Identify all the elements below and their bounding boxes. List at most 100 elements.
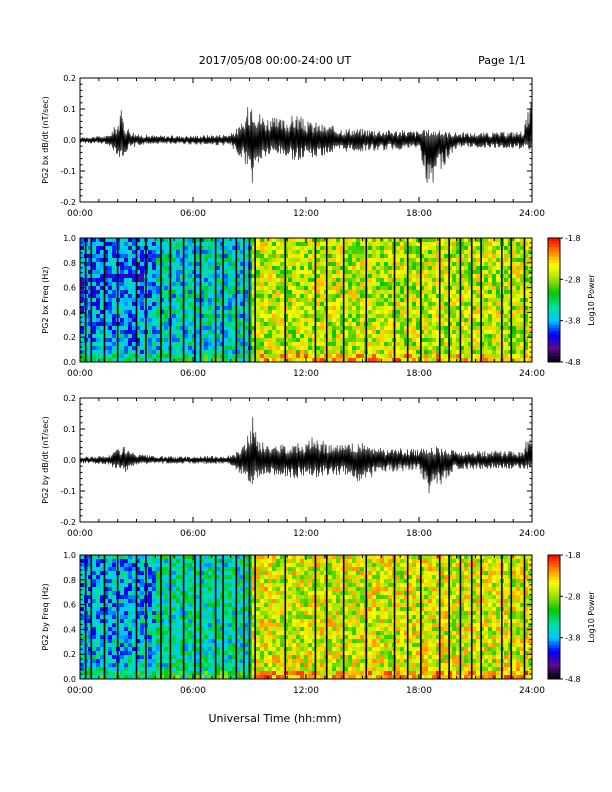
spectrogram-cell (212, 270, 217, 275)
spectrogram-cell (372, 254, 377, 259)
spectrogram-cell (468, 258, 473, 263)
spectrogram-cell (104, 330, 109, 335)
spectrogram-cell (80, 575, 85, 580)
spectrogram-cell (472, 282, 477, 287)
spectrogram-cell (328, 270, 333, 275)
spectrogram-cell (460, 266, 465, 271)
spectrogram-cell (236, 326, 241, 331)
spectrogram-cell (256, 310, 261, 315)
spectrogram-cell (120, 583, 125, 588)
spectrogram-cell (120, 306, 125, 311)
spectrogram-cell (496, 254, 501, 259)
spectrogram-cell (180, 290, 185, 295)
spectrogram-cell (272, 306, 277, 311)
spectrogram-cell (220, 270, 225, 275)
spectrogram-cell (140, 559, 145, 564)
spectrogram-cell (196, 310, 201, 315)
spectrogram-cell (256, 314, 261, 319)
spectrogram-cell (96, 563, 101, 568)
spectrogram-cell (164, 250, 169, 255)
spectrogram-cell (108, 631, 113, 636)
spectrogram-cell (476, 346, 481, 351)
spectrogram-cell (148, 242, 153, 247)
spectrogram-cell (280, 262, 285, 267)
spectrogram-cell (92, 575, 97, 580)
spectrogram-cell (488, 338, 493, 343)
spectrogram-cell (96, 667, 101, 672)
spectrogram-cell (316, 354, 321, 359)
spectrogram-cell (300, 258, 305, 263)
spectrogram-cell (484, 342, 489, 347)
spectrogram-cell (156, 262, 161, 267)
spectrogram-cell (276, 258, 281, 263)
spectrogram-cell (212, 671, 217, 676)
spectrogram-cell (484, 314, 489, 319)
spectrogram-cell (96, 330, 101, 335)
spectrogram-cell (180, 302, 185, 307)
spectrogram-cell (348, 358, 353, 363)
spectrogram-cell (208, 302, 213, 307)
spectrogram-cell (272, 254, 277, 259)
spectrogram-cell (188, 647, 193, 652)
spectrogram-cell (468, 294, 473, 299)
spectrogram-cell (156, 607, 161, 612)
spectrogram-cell (432, 254, 437, 259)
spectrogram-cell (300, 314, 305, 319)
spectrogram-cell (384, 326, 389, 331)
spectrogram-cell (220, 286, 225, 291)
spectrogram-cell (528, 302, 533, 307)
colorbar-segment (548, 244, 560, 248)
spectrogram-cell (252, 286, 257, 291)
spectrogram-cell (224, 350, 229, 355)
spectrogram-cell (92, 238, 97, 243)
spectrogram-cell (208, 671, 213, 676)
spectrogram-cell (128, 567, 133, 572)
spectrogram-cell (472, 262, 477, 267)
spectrogram-cell (332, 318, 337, 323)
spectrogram-cell (100, 667, 105, 672)
spectrogram-cell (492, 350, 497, 355)
spectrogram-cell (328, 350, 333, 355)
spectrogram-cell (380, 346, 385, 351)
spectrogram-cell (88, 599, 93, 604)
spectrogram-cell (372, 342, 377, 347)
spectrogram-cell (112, 591, 117, 596)
spectrogram-cell (92, 346, 97, 351)
spectrogram-cell (124, 338, 129, 343)
spectrogram-cell (300, 306, 305, 311)
spectrogram-cell (452, 326, 457, 331)
spectrogram-cell (100, 318, 105, 323)
spectrogram-cell (436, 246, 441, 251)
spectrogram-cell (456, 298, 461, 303)
spectrogram-cell (204, 278, 209, 283)
spectrogram-cell (136, 266, 141, 271)
spectrogram-cell (292, 250, 297, 255)
x-tick-label: 06:00 (180, 209, 206, 219)
spectrogram-cell (436, 310, 441, 315)
spectrogram-cell (120, 350, 125, 355)
spectrogram-cell (200, 675, 205, 680)
spectrogram-cell (304, 254, 309, 259)
spectrogram-cell (188, 302, 193, 307)
spectrogram-cell (476, 318, 481, 323)
spectrogram-cell (204, 627, 209, 632)
spectrogram-cell (480, 274, 485, 279)
spectrogram-cell (224, 322, 229, 327)
spectrogram-cell (140, 623, 145, 628)
spectrogram-cell (132, 290, 137, 295)
spectrogram-cell (148, 607, 153, 612)
spectrogram-cell (212, 583, 217, 588)
spectrogram-cell (472, 270, 477, 275)
spectrogram-cell (200, 358, 205, 363)
spectrogram-cell (256, 358, 261, 363)
spectrogram-cell (140, 663, 145, 668)
spectrogram-cell (264, 282, 269, 287)
spectrogram-cell (396, 322, 401, 327)
spectrogram-cell (288, 262, 293, 267)
spectrogram-cell (448, 250, 453, 255)
spectrogram-cell (184, 567, 189, 572)
spectrogram-cell (108, 282, 113, 287)
spectrogram-cell (312, 266, 317, 271)
spectrogram-cell (404, 294, 409, 299)
spectrogram-cell (512, 286, 517, 291)
